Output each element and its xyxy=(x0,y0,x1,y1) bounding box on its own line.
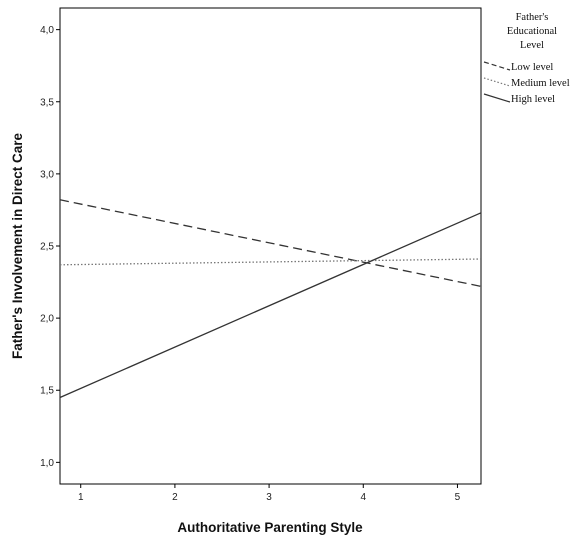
y-axis: 1,0 1,5 2,0 2,5 3,0 3,5 4,0 xyxy=(40,25,60,469)
x-axis-title: Authoritative Parenting Style xyxy=(177,520,363,535)
legend-swatch-high xyxy=(483,93,511,103)
legend-label-medium: Medium level xyxy=(511,78,570,89)
legend-title-line-3: Level xyxy=(520,40,544,51)
plot-frame xyxy=(59,7,482,485)
x-tick-label: 2 xyxy=(172,492,178,503)
series-line-low-level xyxy=(59,199,482,288)
y-tick-label: 3,0 xyxy=(40,169,54,180)
x-axis: 1 2 3 4 5 xyxy=(78,484,461,503)
legend-title-line-2: Educational xyxy=(507,26,557,37)
legend-swatch-medium xyxy=(483,77,511,87)
y-tick-label: 1,5 xyxy=(40,386,54,397)
x-tick-label: 1 xyxy=(78,492,84,503)
x-tick-label: 3 xyxy=(266,492,272,503)
y-tick-label: 2,0 xyxy=(40,314,54,325)
x-tick-label: 5 xyxy=(455,492,461,503)
legend-swatch-low xyxy=(483,61,511,71)
series-line-medium-level xyxy=(59,258,482,266)
series-line-high-level xyxy=(59,212,482,399)
legend: Father's Educational Level Low level Med… xyxy=(483,12,570,105)
y-axis-title: Father's Involvement in Direct Care xyxy=(10,132,25,359)
legend-label-high: High level xyxy=(511,94,555,105)
x-tick-label: 4 xyxy=(360,492,366,503)
y-tick-label: 2,5 xyxy=(40,242,54,253)
legend-label-low: Low level xyxy=(511,62,553,73)
legend-title-line-1: Father's xyxy=(516,12,549,23)
y-tick-label: 1,0 xyxy=(40,458,54,469)
series-lines xyxy=(59,199,482,399)
y-tick-label: 3,5 xyxy=(40,97,54,108)
y-tick-label: 4,0 xyxy=(40,25,54,36)
